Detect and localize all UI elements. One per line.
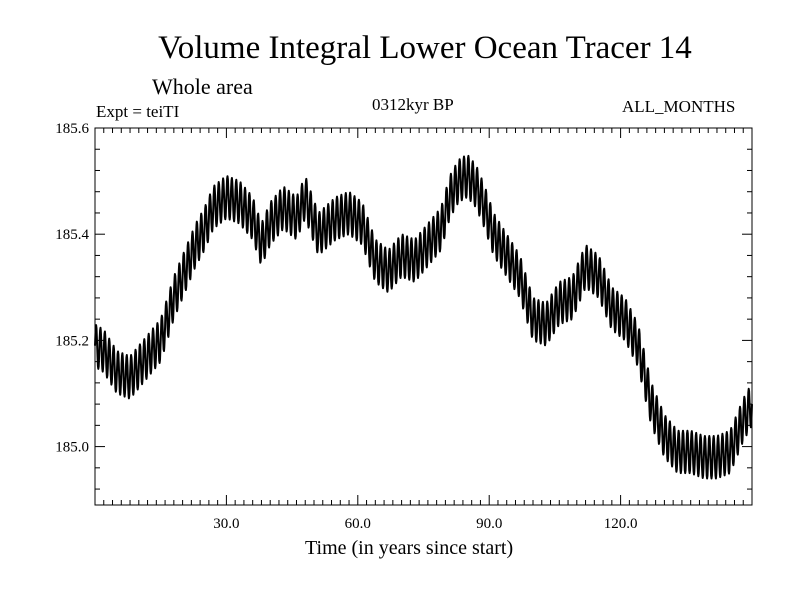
y-tick-label: 185.4 xyxy=(55,227,89,243)
series-line xyxy=(94,154,753,480)
y-tick-label: 185.2 xyxy=(55,333,89,349)
x-tick-label: 120.0 xyxy=(604,516,638,532)
period-label: 0312kyr BP xyxy=(372,95,454,114)
x-tick-label: 90.0 xyxy=(476,516,502,532)
plot-frame xyxy=(94,127,753,506)
x-tick-label: 60.0 xyxy=(345,516,371,532)
y-tick-label: 185.0 xyxy=(55,440,89,456)
chart-title: Volume Integral Lower Ocean Tracer 14 xyxy=(158,30,692,66)
y-tick-label: 185.6 xyxy=(55,121,89,137)
months-label: ALL_MONTHS xyxy=(622,97,736,116)
experiment-label: Expt = teiTI xyxy=(96,102,180,121)
x-tick-label: 30.0 xyxy=(213,516,239,532)
x-axis-label: Time (in years since start) xyxy=(305,537,514,559)
chart-subtitle: Whole area xyxy=(152,74,253,99)
